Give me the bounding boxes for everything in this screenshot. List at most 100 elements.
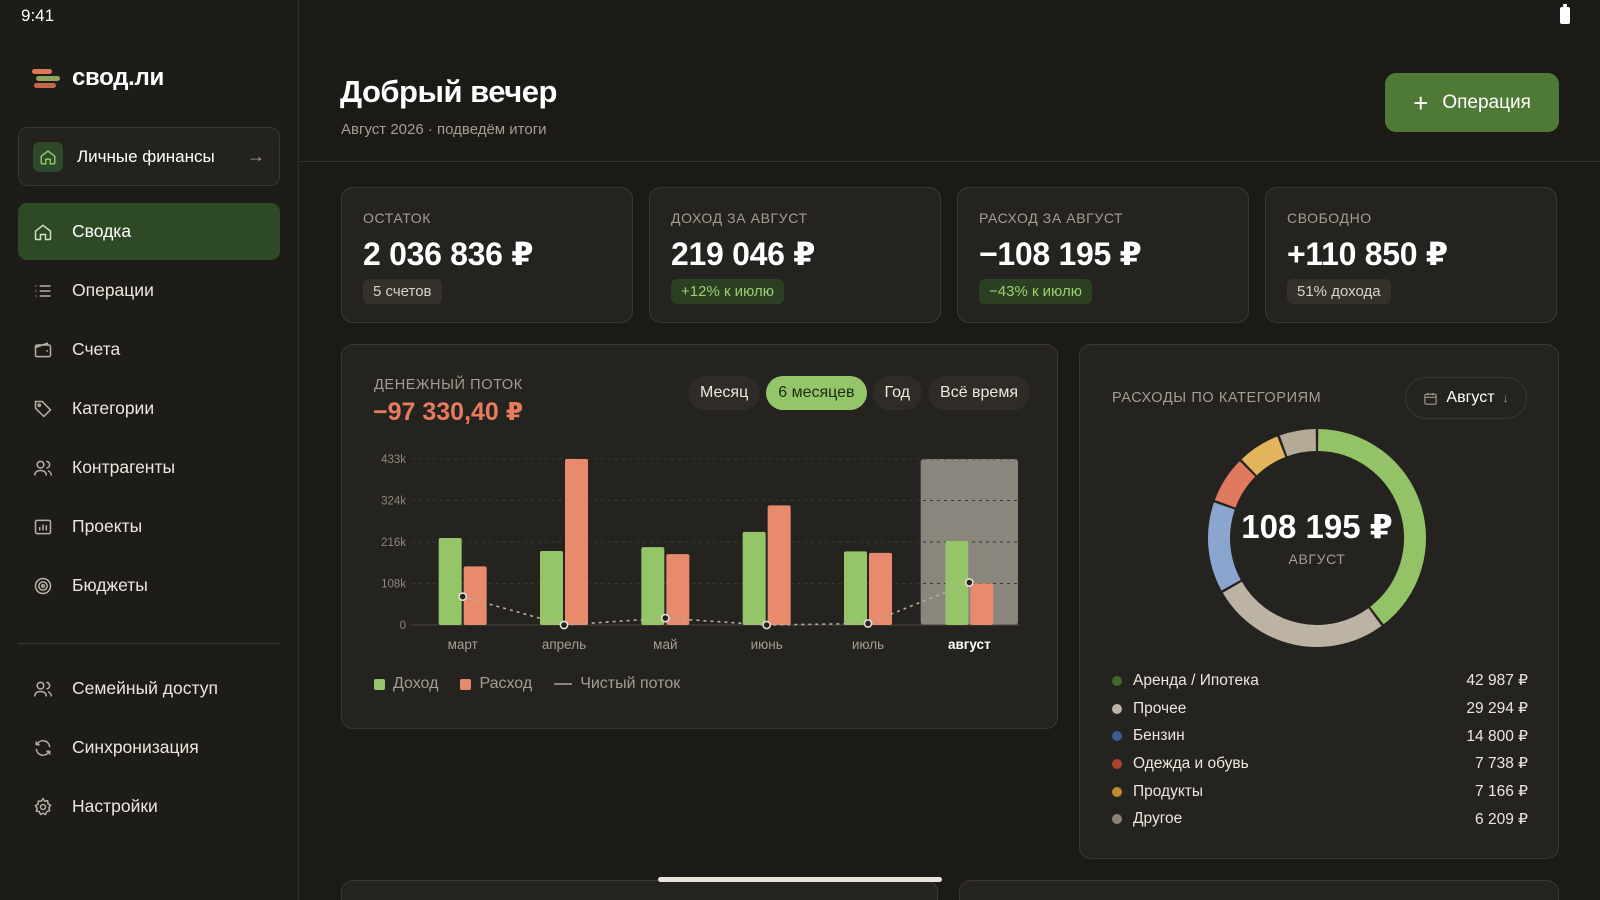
nav-item-accounts[interactable]: Счета	[18, 321, 280, 378]
nav-divider	[18, 643, 280, 644]
wallet-icon	[32, 339, 54, 361]
header-divider	[300, 161, 1600, 162]
net-flow-point	[559, 620, 569, 630]
category-dot	[1112, 786, 1122, 797]
status-bar: 9:41	[0, 0, 1600, 32]
workspace-switcher[interactable]: Личные финансы →	[18, 127, 280, 186]
secondary-nav: Семейный доступ Синхронизация Настройки	[18, 660, 280, 837]
category-name: Продукты	[1133, 782, 1204, 800]
period-year[interactable]: Год	[872, 376, 923, 410]
y-tick-label: 324k	[381, 496, 406, 508]
nav-item-summary[interactable]: Сводка	[18, 203, 280, 260]
stat-card-income[interactable]: ДОХОД ЗА АВГУСТ 219 046 ₽ +12% к июлю	[649, 187, 941, 323]
stat-badge: −43% к июлю	[979, 279, 1092, 304]
users-icon	[32, 457, 54, 479]
donut-total: 108 195 ₽	[1241, 508, 1393, 545]
donut-slice	[1279, 429, 1317, 457]
category-amount: 7 738 ₽	[1475, 755, 1528, 773]
calendar-icon	[1424, 392, 1438, 405]
bottom-card-left	[341, 880, 938, 900]
add-operation-button[interactable]: + Операция	[1385, 73, 1559, 132]
brand[interactable]: свод.ли	[32, 64, 164, 92]
net-flow-point	[660, 613, 670, 623]
x-tick-label: июнь	[751, 637, 783, 652]
nav-item-settings[interactable]: Настройки	[18, 778, 280, 835]
category-row[interactable]: Бензин 14 800 ₽	[1112, 722, 1528, 750]
bar-expense	[869, 552, 892, 625]
nav-item-budgets[interactable]: Бюджеты	[18, 557, 280, 614]
donut-slice	[1241, 436, 1286, 476]
main-nav: Сводка Операции Счета Категории Контраге…	[18, 203, 280, 616]
users-icon	[32, 678, 54, 700]
y-tick-label: 0	[400, 620, 406, 632]
month-select[interactable]: Август ↓	[1405, 377, 1527, 419]
stat-card-balance[interactable]: ОСТАТОК 2 036 836 ₽ 5 счетов	[341, 187, 633, 323]
bar-expense	[565, 459, 588, 625]
sidebar: свод.ли Личные финансы → Сводка Операции…	[0, 0, 299, 900]
stat-label: ДОХОД ЗА АВГУСТ	[671, 210, 808, 226]
workspace-label: Личные финансы	[77, 146, 215, 166]
chart-icon	[32, 516, 54, 538]
stat-label: РАСХОД ЗА АВГУСТ	[979, 210, 1124, 226]
bar-income	[945, 541, 969, 625]
add-operation-label: Операция	[1442, 91, 1531, 113]
category-amount: 42 987 ₽	[1466, 672, 1528, 690]
nav-item-label: Счета	[72, 339, 121, 359]
net-flow-point	[964, 578, 974, 587]
bar-income	[438, 537, 462, 625]
battery-icon	[1560, 4, 1570, 24]
donut-slice	[1317, 429, 1426, 625]
nav-item-projects[interactable]: Проекты	[18, 498, 280, 555]
stat-card-expense[interactable]: РАСХОД ЗА АВГУСТ −108 195 ₽ −43% к июлю	[957, 187, 1249, 323]
stat-value: 2 036 836 ₽	[363, 236, 534, 272]
category-name: Одежда и обувь	[1133, 754, 1249, 772]
donut-label: АВГУСТ	[1288, 551, 1346, 567]
category-row[interactable]: Одежда и обувь 7 738 ₽	[1112, 750, 1528, 778]
nav-item-label: Сводка	[72, 221, 132, 241]
legend-expense: Расход	[460, 675, 532, 693]
category-name: Другое	[1133, 810, 1183, 828]
category-list: Аренда / Ипотека 42 987 ₽ Прочее 29 294 ₽ Бе…	[1112, 667, 1528, 833]
nav-item-family-access[interactable]: Семейный доступ	[18, 660, 280, 717]
y-tick-label: 108k	[381, 579, 406, 591]
bar-expense	[463, 566, 487, 625]
stat-value: 219 046 ₽	[671, 236, 816, 272]
home-indicator[interactable]	[658, 877, 942, 882]
nav-item-categories[interactable]: Категории	[18, 380, 280, 437]
period-6-months[interactable]: 6 месяцев	[766, 376, 867, 410]
category-row[interactable]: Аренда / Ипотека 42 987 ₽	[1112, 667, 1528, 695]
stat-card-free[interactable]: СВОБОДНО +110 850 ₽ 51% дохода	[1265, 187, 1557, 323]
net-flow-point	[863, 619, 873, 628]
category-amount: 6 209 ₽	[1475, 810, 1528, 828]
page-subtitle: Август 2026 · подведём итоги	[341, 121, 547, 138]
bar-income	[641, 547, 665, 625]
category-row[interactable]: Прочее 29 294 ₽	[1112, 695, 1528, 723]
category-row[interactable]: Продукты 7 166 ₽	[1112, 778, 1528, 806]
nav-item-label: Проекты	[72, 516, 143, 536]
donut-slice	[1214, 461, 1256, 508]
sync-icon	[32, 737, 54, 759]
tag-icon	[32, 398, 54, 420]
x-tick-label: май	[653, 637, 677, 652]
gear-icon	[32, 796, 54, 818]
chart-legend: Доход Расход Чистый поток	[374, 675, 680, 693]
logo-icon	[32, 66, 60, 90]
nav-item-counterparties[interactable]: Контрагенты	[18, 439, 280, 496]
category-dot	[1112, 758, 1122, 769]
donut-slice	[1208, 502, 1241, 591]
stat-value: −108 195 ₽	[979, 236, 1142, 272]
period-month[interactable]: Месяц	[688, 376, 761, 410]
stat-badge: 51% дохода	[1287, 279, 1391, 304]
x-tick-label: июль	[852, 637, 884, 652]
list-icon	[32, 280, 54, 302]
arrow-right-icon: →	[247, 146, 265, 166]
period-all-time[interactable]: Всё время	[928, 376, 1030, 410]
category-name: Аренда / Ипотека	[1133, 671, 1259, 689]
stat-label: ОСТАТОК	[363, 210, 432, 226]
stat-badge: 5 счетов	[363, 279, 442, 304]
page-title: Добрый вечер	[340, 74, 557, 109]
nav-item-sync[interactable]: Синхронизация	[18, 719, 280, 776]
category-row[interactable]: Другое 6 209 ₽	[1112, 805, 1528, 833]
arrow-down-icon: ↓	[1502, 391, 1509, 405]
nav-item-operations[interactable]: Операции	[18, 262, 280, 319]
